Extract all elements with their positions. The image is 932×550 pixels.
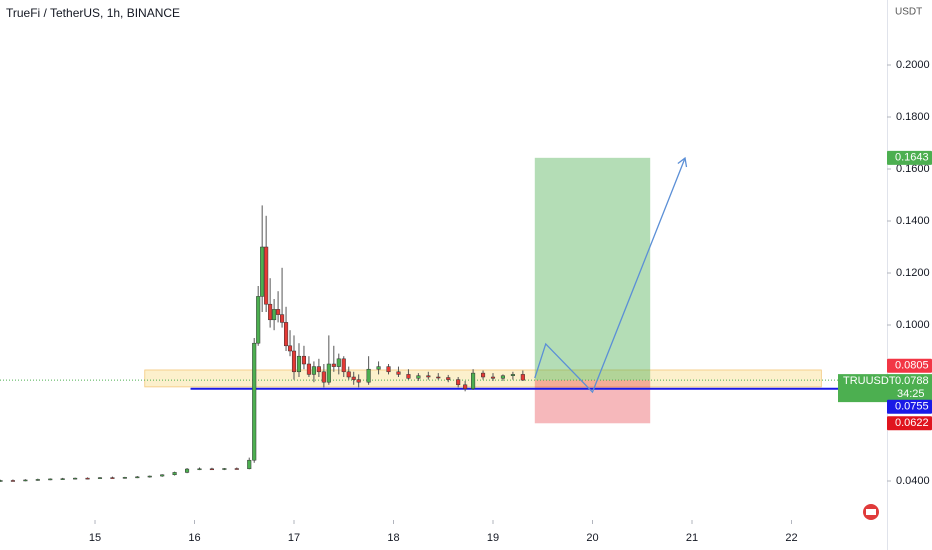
candle-body bbox=[85, 477, 90, 480]
candle-body bbox=[23, 479, 28, 482]
chart-title: TrueFi / TetherUS, 1h, BINANCE bbox=[6, 6, 180, 20]
candle-body bbox=[490, 376, 496, 379]
target-label: 0.1643 bbox=[895, 152, 929, 164]
x-tick-label: 22 bbox=[785, 532, 797, 544]
candle-body bbox=[110, 477, 115, 479]
candle-body bbox=[416, 375, 421, 379]
x-tick-label: 18 bbox=[387, 532, 399, 544]
candle-body bbox=[471, 372, 476, 389]
marker-label-bg bbox=[887, 358, 932, 373]
x-tick-label: 20 bbox=[586, 532, 598, 544]
candle-body bbox=[60, 478, 65, 480]
candle-body bbox=[376, 366, 381, 370]
candle-body bbox=[301, 355, 307, 365]
candle-body bbox=[510, 374, 515, 376]
candle-body bbox=[520, 374, 525, 381]
support-label-bg bbox=[887, 399, 932, 414]
stop-label-bg bbox=[887, 416, 932, 431]
x-tick-label: 15 bbox=[89, 532, 101, 544]
stop-label: 0.0622 bbox=[895, 417, 929, 429]
candle-body bbox=[500, 375, 505, 379]
candle-body bbox=[252, 342, 257, 461]
last-price-bg bbox=[838, 374, 932, 403]
candle-body bbox=[311, 366, 316, 375]
y-tick-label: 0.1800 bbox=[896, 111, 930, 123]
candle-body bbox=[356, 379, 361, 383]
candle-body bbox=[172, 472, 177, 476]
candle-body bbox=[209, 468, 214, 471]
candle-body bbox=[268, 303, 273, 321]
target-zone bbox=[534, 157, 651, 381]
candle-body bbox=[396, 371, 401, 375]
candle-body bbox=[306, 363, 311, 375]
logo-badge[interactable] bbox=[863, 504, 879, 520]
x-tick-label: 17 bbox=[288, 532, 300, 544]
candle-body bbox=[436, 376, 441, 379]
candle-body bbox=[185, 468, 190, 473]
candle-body bbox=[73, 477, 78, 480]
candle-body bbox=[480, 372, 486, 378]
candle-body bbox=[35, 479, 40, 481]
x-tick-label: 19 bbox=[487, 532, 499, 544]
y-tick-label: 0.1200 bbox=[896, 267, 930, 279]
candle-body bbox=[341, 358, 346, 373]
candle-body bbox=[326, 363, 331, 383]
axis-unit: USDT bbox=[895, 7, 922, 18]
candle-body bbox=[316, 366, 321, 373]
candle-body bbox=[0, 480, 3, 482]
target-label-bg bbox=[887, 150, 932, 165]
y-tick-label: 0.1400 bbox=[896, 215, 930, 227]
candle-body bbox=[280, 314, 285, 323]
candle-body bbox=[97, 477, 103, 479]
candle-body bbox=[346, 371, 351, 378]
badge-mark[interactable] bbox=[866, 509, 876, 515]
candle-body bbox=[296, 355, 302, 373]
stop-zone bbox=[534, 380, 651, 424]
candle-body bbox=[321, 371, 326, 383]
countdown-label: 34:25 bbox=[897, 388, 925, 400]
projection-arrowhead bbox=[677, 156, 688, 168]
candle-body bbox=[276, 309, 281, 315]
candle-body bbox=[260, 246, 265, 297]
candle-body bbox=[283, 322, 289, 347]
candle-body bbox=[234, 468, 239, 470]
candle-body bbox=[264, 246, 269, 305]
support-label: 0.0755 bbox=[895, 401, 929, 413]
y-tick-label: 0.0400 bbox=[896, 475, 930, 487]
candle-body bbox=[135, 476, 140, 479]
candle-body bbox=[287, 345, 293, 352]
candle-body bbox=[456, 379, 461, 386]
candle-body bbox=[446, 377, 451, 380]
candle-body bbox=[331, 363, 336, 367]
x-tick-label: 21 bbox=[686, 532, 698, 544]
candle-body bbox=[366, 368, 371, 383]
last-price-symbol: TRUUSDT bbox=[843, 375, 896, 387]
candle-body bbox=[463, 384, 468, 389]
candle-body bbox=[222, 468, 227, 470]
candle-body bbox=[147, 475, 152, 478]
y-tick-label: 0.1600 bbox=[896, 163, 930, 175]
candle-body bbox=[386, 366, 391, 373]
candle-body bbox=[351, 376, 356, 380]
candle-body bbox=[10, 480, 15, 482]
candle-body bbox=[291, 350, 297, 373]
y-tick-label: 0.1000 bbox=[896, 319, 930, 331]
candle-body bbox=[336, 358, 341, 367]
candle-body bbox=[122, 477, 127, 479]
last-price-label: 0.0788 bbox=[895, 375, 929, 387]
candle-body bbox=[247, 459, 252, 470]
candle-body bbox=[272, 309, 277, 321]
projection-path bbox=[534, 157, 686, 394]
candle-body bbox=[197, 468, 202, 471]
x-tick-label: 16 bbox=[188, 532, 200, 544]
candle-body bbox=[256, 296, 261, 344]
y-tick-label: 0.2000 bbox=[896, 59, 930, 71]
marker-label: 0.0805 bbox=[895, 360, 929, 372]
candle-body bbox=[426, 375, 431, 378]
candle-body bbox=[160, 474, 165, 477]
candle-body bbox=[406, 374, 411, 379]
candle-body bbox=[48, 478, 53, 481]
